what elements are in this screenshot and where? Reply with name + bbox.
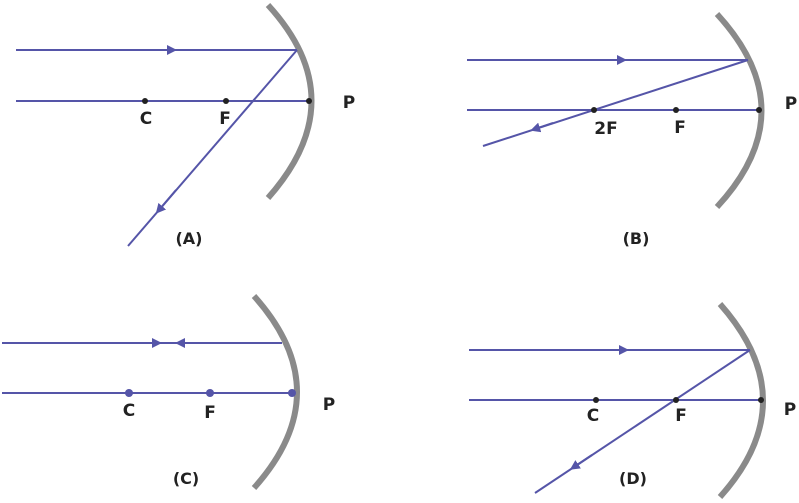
panel-a: C F P (A) (16, 2, 355, 248)
label-p: P (323, 395, 335, 415)
point-f (223, 98, 229, 104)
label-f: F (675, 406, 687, 426)
label-f: F (219, 109, 231, 129)
point-p (756, 107, 762, 113)
ray-arrow (569, 454, 593, 470)
caption-c: (C) (173, 469, 199, 488)
point-p (288, 389, 296, 397)
label-p: P (785, 94, 797, 114)
point-c (125, 389, 133, 397)
point-f (673, 107, 679, 113)
label-c: C (123, 401, 135, 421)
point-f (206, 389, 214, 397)
panel-d: C F P (D) (469, 302, 796, 500)
point-f (673, 397, 679, 403)
caption-d: (D) (619, 469, 647, 488)
label-2f: 2F (594, 119, 617, 139)
label-c: C (587, 406, 599, 426)
ray-arrow (155, 189, 177, 214)
concave-mirror (251, 293, 300, 491)
label-c: C (140, 109, 152, 129)
label-p: P (343, 93, 355, 113)
point-p (306, 98, 312, 104)
reflected-ray (482, 59, 749, 147)
panel-b: 2F F P (B) (467, 11, 797, 248)
label-f: F (674, 118, 686, 138)
point-c (142, 98, 148, 104)
point-2f (591, 107, 597, 113)
label-f: F (204, 403, 216, 423)
caption-a: (A) (175, 229, 202, 248)
label-p: P (784, 400, 796, 420)
ray-arrow (530, 122, 554, 133)
reflected-ray (127, 49, 298, 247)
panel-c: C F P (C) (2, 293, 335, 491)
point-c (593, 397, 599, 403)
caption-b: (B) (623, 229, 650, 248)
point-p (758, 397, 764, 403)
